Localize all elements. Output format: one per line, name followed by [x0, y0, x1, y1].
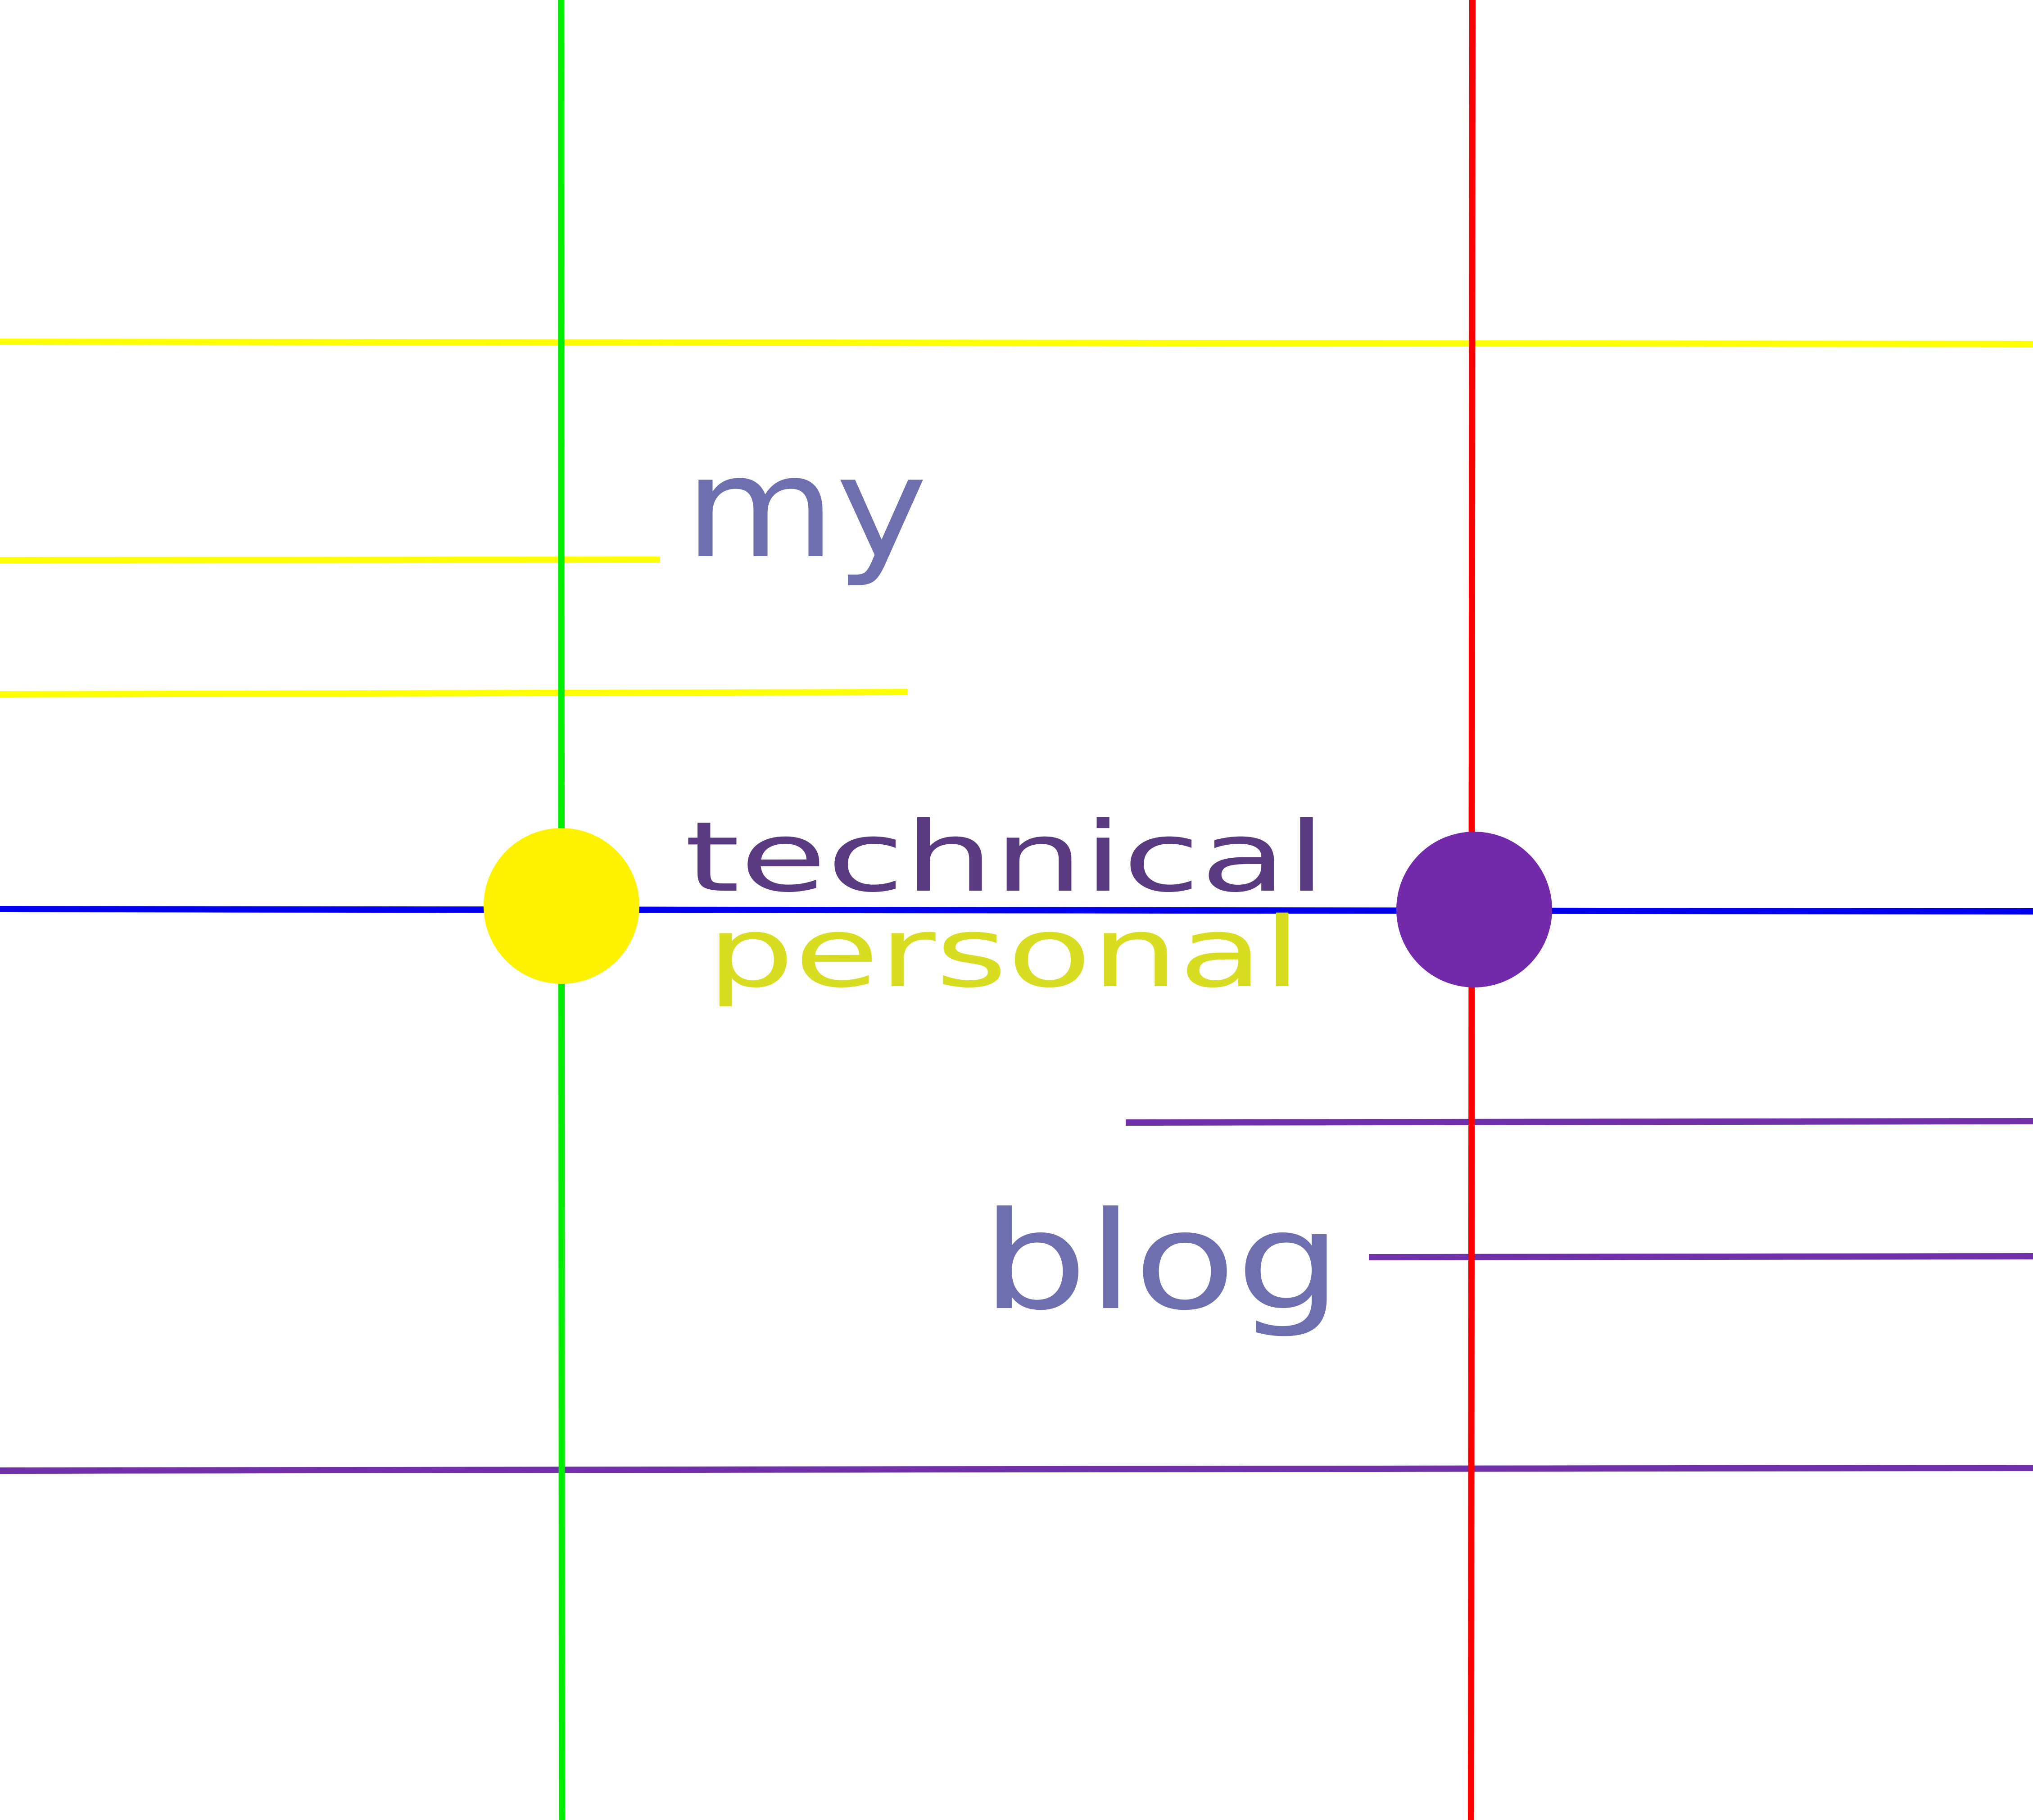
- yellow-line-top: [0, 339, 2033, 347]
- word-my: my: [684, 427, 928, 589]
- word-technical: technical: [684, 801, 1326, 914]
- purple-line-middle: [1368, 1253, 2033, 1260]
- purple-line-bottom: [0, 1465, 2033, 1474]
- purple-line-upper: [1125, 1118, 2033, 1126]
- word-blog: blog: [982, 1183, 1342, 1340]
- yellow-line-lower: [0, 689, 908, 697]
- yellow-dot: [484, 828, 639, 984]
- word-personal: personal: [707, 896, 1301, 1009]
- blue-line: [0, 906, 2033, 915]
- purple-dot: [1396, 832, 1552, 987]
